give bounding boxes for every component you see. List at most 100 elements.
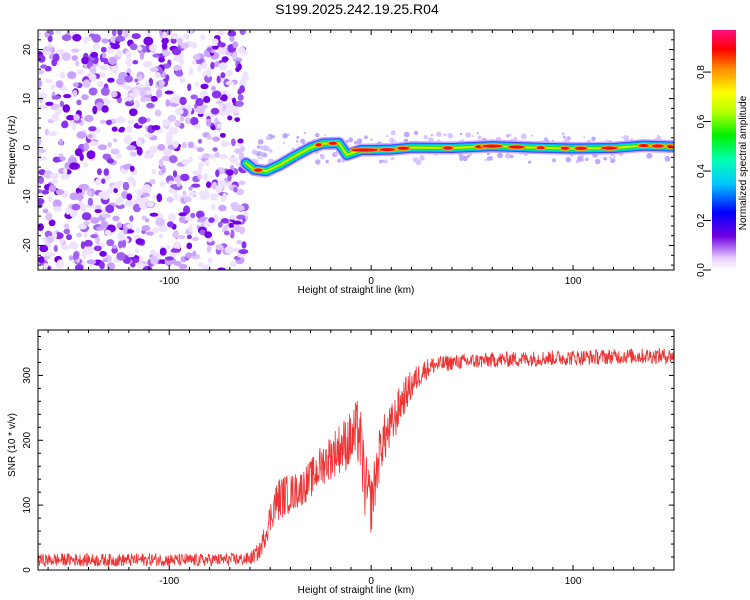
noise-blob — [89, 141, 100, 146]
noise-blob — [50, 84, 56, 90]
speckle — [594, 158, 601, 165]
noise-blob — [170, 37, 177, 44]
noise-blob — [76, 69, 84, 75]
noise-blob — [237, 94, 244, 101]
noise-blob — [218, 204, 227, 212]
noise-blob — [102, 52, 107, 59]
noise-blob — [127, 253, 136, 258]
noise-blob — [123, 30, 129, 39]
noise-blob — [182, 190, 187, 196]
speckle — [390, 130, 396, 136]
speckle — [385, 135, 389, 138]
colorbar-tick-label: 0.8 — [696, 65, 707, 79]
noise-blob — [160, 165, 166, 174]
noise-blob — [136, 146, 143, 156]
noise-blob — [192, 236, 199, 242]
noise-blob — [101, 178, 106, 184]
noise-blob — [217, 180, 227, 187]
noise-blob — [188, 186, 193, 192]
noise-blob — [232, 41, 239, 49]
noise-blob — [190, 212, 196, 218]
speckle — [505, 153, 511, 159]
speckle — [413, 130, 419, 136]
noise-blob — [166, 133, 173, 142]
ridge-hotspot — [379, 148, 396, 152]
noise-blob — [75, 60, 80, 67]
noise-blob — [44, 31, 50, 38]
noise-blob — [192, 250, 197, 257]
noise-blob — [77, 192, 83, 202]
noise-blob — [231, 138, 236, 147]
noise-blob — [111, 65, 118, 75]
noise-blob — [90, 234, 98, 239]
noise-blob — [65, 207, 71, 215]
noise-blob — [206, 134, 212, 140]
noise-blob — [76, 99, 82, 106]
speckle — [444, 134, 447, 136]
noise-blob — [49, 172, 59, 180]
noise-blob — [174, 120, 181, 128]
noise-blob — [111, 244, 118, 249]
speckle — [334, 152, 339, 157]
noise-blob — [61, 52, 71, 61]
noise-blob — [103, 57, 109, 65]
noise-blob — [188, 224, 193, 233]
noise-blob — [158, 224, 168, 233]
x-tick-label: 100 — [565, 576, 582, 587]
speckle — [257, 139, 264, 145]
noise-blob — [148, 145, 158, 154]
noise-blob — [218, 103, 223, 112]
spectrogram-frame — [37, 29, 675, 271]
speckle — [603, 156, 607, 161]
speckle — [563, 135, 566, 139]
noise-blob — [197, 173, 202, 180]
ridge-hotspot — [536, 146, 545, 150]
noise-blob — [161, 37, 169, 45]
noise-blob — [113, 188, 118, 194]
noise-blob — [45, 101, 54, 106]
noise-blob — [225, 169, 234, 176]
noise-blob — [209, 193, 219, 199]
noise-blob — [151, 168, 157, 175]
noise-blob — [138, 200, 149, 210]
noise-blob — [200, 34, 206, 40]
noise-blob — [72, 89, 78, 97]
noise-blob — [196, 63, 202, 73]
noise-blob — [237, 88, 242, 95]
noise-blob — [223, 230, 230, 236]
noise-blob — [43, 263, 49, 270]
noise-blob — [243, 210, 248, 216]
noise-blob — [206, 181, 212, 188]
noise-blob — [173, 64, 182, 72]
noise-blob — [126, 145, 136, 151]
noise-blob — [100, 220, 109, 229]
noise-blob — [170, 184, 179, 189]
noise-blob — [186, 242, 193, 250]
noise-blob — [74, 148, 83, 157]
noise-blob — [158, 56, 166, 63]
noise-blob — [179, 57, 185, 66]
noise-blob — [203, 96, 211, 103]
noise-blob — [159, 233, 163, 239]
noise-blob — [191, 183, 201, 188]
speckle — [257, 156, 260, 160]
noise-blob — [208, 217, 215, 223]
noise-blob — [41, 189, 49, 195]
speckle — [544, 137, 548, 141]
ridge-hotspot — [638, 144, 649, 148]
speckle — [251, 149, 258, 155]
speckle — [477, 136, 481, 139]
speckle — [282, 133, 288, 139]
noise-blob — [225, 81, 235, 86]
noise-blob — [233, 106, 239, 114]
noise-blob — [129, 43, 138, 51]
noise-blob — [55, 30, 62, 35]
noise-blob — [220, 218, 229, 224]
noise-blob — [52, 199, 62, 208]
noise-blob — [204, 159, 210, 167]
noise-blob — [224, 107, 232, 115]
noise-blob — [216, 30, 225, 36]
noise-blob — [121, 239, 127, 248]
noise-blob — [155, 89, 163, 98]
y-tick-label: 300 — [22, 367, 33, 384]
